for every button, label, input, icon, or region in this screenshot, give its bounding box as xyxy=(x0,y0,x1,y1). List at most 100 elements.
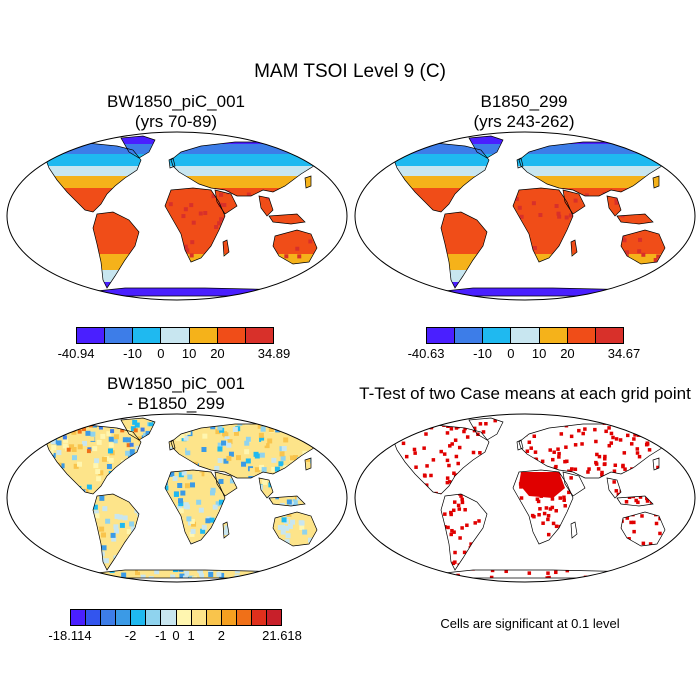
grid-cell xyxy=(45,437,50,442)
significant-cell xyxy=(449,510,453,515)
significant-cell xyxy=(675,552,679,556)
grid-cell xyxy=(308,439,314,445)
grid-cell xyxy=(184,483,190,489)
grid-cell xyxy=(279,421,285,427)
colorbar-swatch xyxy=(427,328,456,343)
grid-cell xyxy=(300,467,306,473)
grid-cell xyxy=(140,412,145,417)
grid-cell xyxy=(216,525,222,531)
grid-cell xyxy=(290,205,295,210)
grid-cell xyxy=(343,557,348,562)
significant-cell xyxy=(559,418,564,421)
significant-cell xyxy=(648,472,652,476)
significant-cell xyxy=(354,519,358,523)
significant-cell xyxy=(477,494,481,498)
grid-cell xyxy=(331,439,335,445)
temperature-band xyxy=(391,166,683,176)
significant-cell xyxy=(403,552,408,556)
map-difference xyxy=(6,412,348,587)
temperature-band xyxy=(391,254,683,270)
significant-cell xyxy=(618,438,623,442)
significant-cell xyxy=(647,448,652,452)
grid-cell xyxy=(199,557,205,563)
grid-cell xyxy=(291,425,297,431)
significant-cell xyxy=(520,424,525,429)
grid-cell xyxy=(177,483,183,489)
grid-cell xyxy=(304,435,310,441)
grid-cell xyxy=(103,558,109,564)
colorbar-swatch xyxy=(176,610,192,625)
grid-cell xyxy=(337,550,342,555)
grid-cell xyxy=(108,442,114,448)
colorbar-swatch xyxy=(71,610,87,625)
significant-cell xyxy=(690,575,694,579)
significant-cell xyxy=(371,443,375,447)
significant-cell xyxy=(494,551,499,556)
grid-cell xyxy=(95,436,101,442)
grid-cell xyxy=(68,566,74,572)
grid-cell xyxy=(655,202,660,207)
grid-cell xyxy=(295,506,301,512)
significant-cell xyxy=(534,546,539,551)
grid-cell xyxy=(223,458,229,464)
grid-cell xyxy=(98,470,104,476)
grid-cell xyxy=(339,437,344,442)
grid-cell xyxy=(126,437,132,443)
grid-cell xyxy=(180,490,186,496)
grid-cell xyxy=(176,552,182,558)
grid-cell xyxy=(264,583,269,588)
significant-cell xyxy=(664,538,669,542)
grid-cell xyxy=(281,471,287,477)
significant-cell xyxy=(588,503,593,507)
grid-cell xyxy=(239,543,245,549)
significant-cell xyxy=(655,490,660,494)
significant-cell xyxy=(391,428,396,432)
grid-cell xyxy=(76,424,81,429)
grid-cell xyxy=(556,211,561,216)
grid-cell xyxy=(109,567,115,573)
grid-cell xyxy=(217,221,222,226)
significant-cell xyxy=(552,546,557,550)
significant-cell xyxy=(494,470,498,474)
significant-cell xyxy=(397,470,402,474)
significant-cell xyxy=(443,512,447,516)
significant-cell xyxy=(510,504,515,509)
significant-cell xyxy=(638,495,643,499)
colorbar-tick-label: 20 xyxy=(560,346,575,361)
significant-cell xyxy=(546,418,550,419)
grid-cell xyxy=(254,485,260,491)
grid-cell xyxy=(163,582,168,587)
significant-cell xyxy=(691,574,695,578)
significant-cell xyxy=(362,505,366,509)
grid-cell xyxy=(35,434,40,439)
significant-cell xyxy=(554,464,558,469)
grid-cell xyxy=(77,444,83,450)
colorbar-swatch xyxy=(245,328,273,343)
grid-cell xyxy=(290,519,296,525)
grid-cell xyxy=(71,438,77,444)
colorbar-tick-label: -1 xyxy=(155,628,167,643)
grid-cell xyxy=(332,579,337,584)
grid-cell xyxy=(278,507,284,513)
significant-cell xyxy=(444,539,448,544)
grid-cell xyxy=(330,582,335,587)
grid-cell xyxy=(18,507,23,512)
grid-cell xyxy=(188,582,193,587)
grid-cell xyxy=(117,486,123,492)
grid-cell xyxy=(175,436,181,442)
significant-cell xyxy=(647,569,652,573)
significant-cell xyxy=(667,423,671,427)
grid-cell xyxy=(321,568,327,574)
significant-cell xyxy=(614,489,619,493)
significant-cell xyxy=(414,580,418,584)
significant-cell xyxy=(452,471,456,475)
grid-cell xyxy=(199,534,205,540)
significant-cell xyxy=(612,539,616,544)
grid-cell xyxy=(234,536,240,542)
grid-cell xyxy=(218,583,223,588)
grid-cell xyxy=(214,465,220,471)
colorbar-tick-label: -10 xyxy=(473,346,492,361)
grid-cell xyxy=(156,435,162,441)
significant-cell xyxy=(594,439,598,444)
grid-cell xyxy=(196,499,202,505)
